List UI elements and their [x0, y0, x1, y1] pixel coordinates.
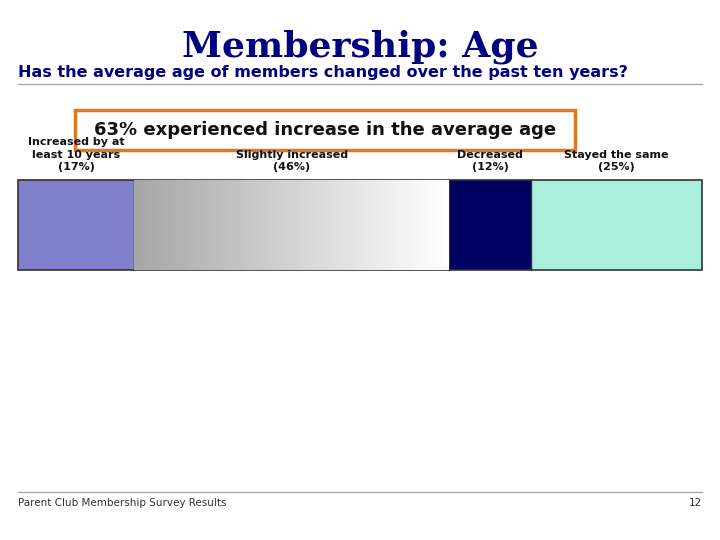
Text: Increased by at
least 10 years
(17%): Increased by at least 10 years (17%) — [28, 137, 125, 172]
Text: Has the average age of members changed over the past ten years?: Has the average age of members changed o… — [18, 65, 628, 80]
Bar — [75, 110, 575, 150]
Text: 63% experienced increase in the average age: 63% experienced increase in the average … — [94, 121, 556, 139]
Bar — [449, 180, 531, 270]
Text: Decreased
(12%): Decreased (12%) — [457, 150, 523, 172]
Text: Membership: Age: Membership: Age — [181, 30, 539, 64]
Text: Parent Club Membership Survey Results: Parent Club Membership Survey Results — [18, 498, 227, 508]
Text: Slightly increased
(46%): Slightly increased (46%) — [235, 150, 348, 172]
Text: Stayed the same
(25%): Stayed the same (25%) — [564, 150, 669, 172]
Text: 12: 12 — [689, 498, 702, 508]
Bar — [18, 180, 702, 270]
Bar — [531, 180, 702, 270]
Bar — [18, 180, 135, 270]
